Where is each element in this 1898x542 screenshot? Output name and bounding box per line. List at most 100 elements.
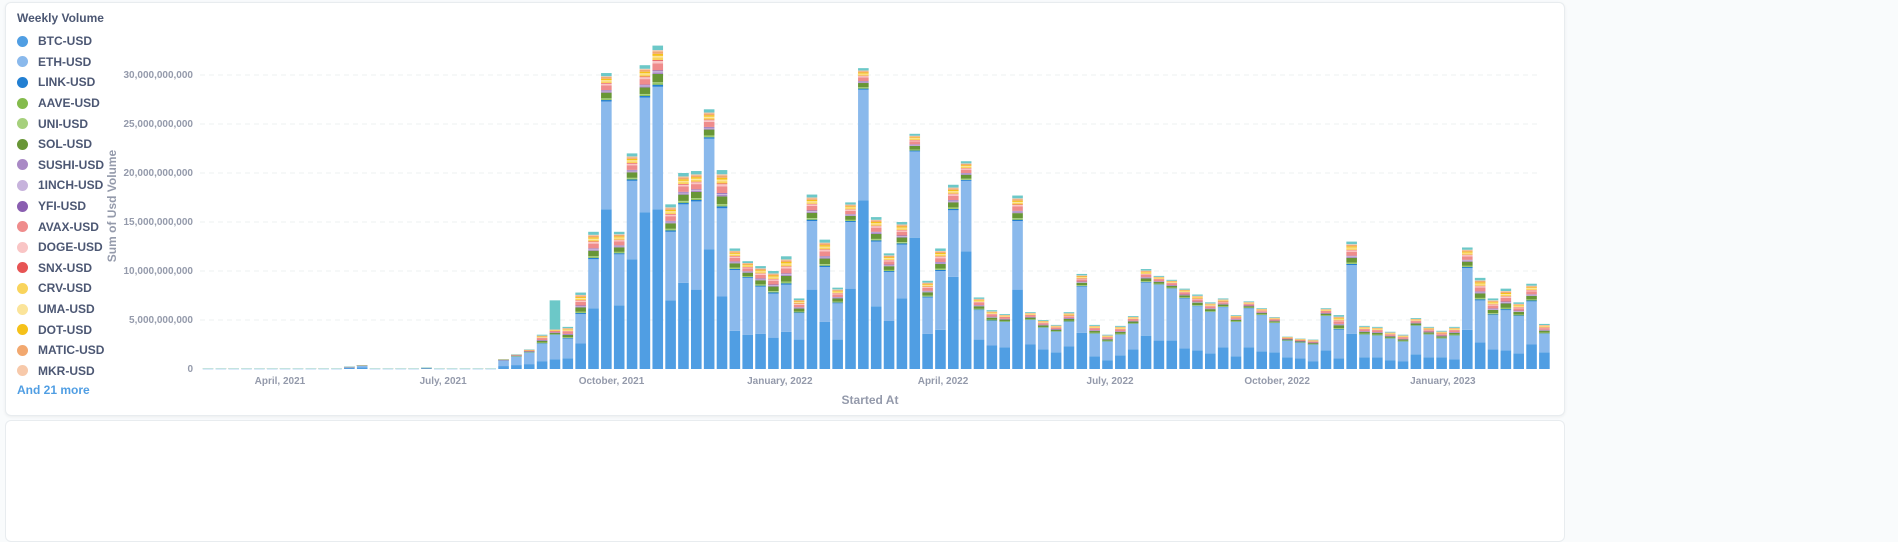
bar-segment-eth xyxy=(627,181,638,259)
bar-segment-sol-usd xyxy=(1269,321,1280,322)
bar-segment-other xyxy=(1089,325,1100,326)
bar-segment-other xyxy=(1423,327,1434,328)
bar-segment-sol-usd xyxy=(858,83,869,87)
bar-segment-sol-usd xyxy=(1501,304,1512,308)
bar-segment-doge-usd xyxy=(871,226,882,227)
bar-segment-aave-usd xyxy=(858,88,869,89)
bar-segment-crv-usd xyxy=(1526,289,1537,290)
bar-segment-sushi-usd xyxy=(730,262,741,263)
bar-segment-dot-usd xyxy=(588,237,599,238)
bar-segment-btc xyxy=(1526,345,1537,370)
bar-segment-dot-usd xyxy=(922,284,933,285)
bar-segment-crv-usd xyxy=(652,58,663,60)
bar-segment-doge-usd xyxy=(909,140,920,141)
bar-segment-other xyxy=(1449,327,1460,328)
bar-segment-matic-usd xyxy=(1475,281,1486,282)
bar-segment-link-usd xyxy=(575,313,586,314)
bar-segment-avax-usd xyxy=(755,275,766,278)
bar-segment-link-usd xyxy=(935,270,946,271)
bar-segment-yfi-usd xyxy=(781,273,792,274)
bar-segment-avax-usd xyxy=(717,186,728,192)
bar-segment-sol-usd xyxy=(730,263,741,267)
bar-segment-link-usd xyxy=(1475,299,1486,300)
bar-segment-other xyxy=(1411,318,1422,319)
bar-segment-avax-usd xyxy=(1102,338,1113,339)
bar-segment-dot-usd xyxy=(935,253,946,254)
bar-segment-eth xyxy=(1501,310,1512,350)
bar-segment-sol-usd xyxy=(755,280,766,284)
bar-segment-1inch-usd xyxy=(858,82,869,83)
bar-segment-btc xyxy=(1411,354,1422,369)
bar-segment-aave-usd xyxy=(640,95,651,96)
bar-segment-other xyxy=(858,68,869,70)
bar-segment-sushi-usd xyxy=(614,246,625,247)
bar-segment-btc xyxy=(601,209,612,369)
bar-segment-btc xyxy=(1192,350,1203,369)
bar-segment-1inch-usd xyxy=(730,262,741,263)
bar-segment-uma-usd xyxy=(730,254,741,255)
bar-segment-aave-usd xyxy=(652,83,663,84)
bar-segment-eth xyxy=(1295,343,1306,359)
bar-segment-matic-usd xyxy=(845,205,856,206)
bar-segment-1inch-usd xyxy=(640,85,651,86)
bar-segment-eth xyxy=(1244,308,1255,347)
bar-segment-doge-usd xyxy=(601,84,612,86)
bar-segment-btc xyxy=(498,366,509,369)
bar-segment-aave-usd xyxy=(614,253,625,254)
bar-segment-avax-usd xyxy=(1436,334,1447,335)
bar-segment-1inch-usd xyxy=(871,232,882,233)
bar-segment-eth xyxy=(1488,315,1499,349)
bar-segment-sushi-usd xyxy=(871,233,882,234)
bar-segment-link-usd xyxy=(884,271,895,272)
bar-segment-sol-usd xyxy=(1321,314,1332,316)
bar-segment-avax-usd xyxy=(1372,331,1383,332)
bar-segment-eth xyxy=(601,101,612,209)
bar-segment-eth xyxy=(1205,312,1216,353)
x-axis-label: Started At xyxy=(842,393,899,407)
bar-segment-uni-usd xyxy=(807,218,818,219)
bar-segment-sushi-usd xyxy=(575,307,586,308)
bar-segment-other xyxy=(1372,327,1383,328)
bar-segment-matic-usd xyxy=(1488,301,1499,302)
bar-segment-uni-usd xyxy=(884,270,895,271)
bar-segment-sol-usd xyxy=(1385,336,1396,337)
bar-segment-aave-usd xyxy=(781,282,792,283)
bar-segment-uni-usd xyxy=(781,282,792,283)
bar-segment-btc xyxy=(1488,349,1499,369)
bar-segment-btc xyxy=(344,368,355,369)
bar-segment-snx-usd xyxy=(781,266,792,267)
bar-segment-mkr-usd xyxy=(871,220,882,221)
bar-segment-doge-usd xyxy=(794,304,805,305)
bar-segment-doge-usd xyxy=(575,301,586,302)
bar-segment-btc xyxy=(614,305,625,369)
bar-segment-matic-usd xyxy=(665,208,676,210)
bar-segment-matic-usd xyxy=(832,290,843,291)
bar-segment-crv-usd xyxy=(807,202,818,204)
bar-segment-sushi-usd xyxy=(665,222,676,223)
bar-segment-sushi-usd xyxy=(807,212,818,213)
bar-segment-crv-usd xyxy=(794,303,805,304)
bar-segment-sol-usd xyxy=(678,195,689,201)
bar-segment-other xyxy=(1359,326,1370,327)
bar-segment-eth xyxy=(678,204,689,282)
bar-segment-avax-usd xyxy=(1475,288,1486,292)
bar-segment-avax-usd xyxy=(1154,280,1165,281)
bar-segment-uma-usd xyxy=(1488,303,1499,304)
bar-segment-sushi-usd xyxy=(640,86,651,87)
bar-segment-btc xyxy=(1025,345,1036,370)
bar-segment-btc xyxy=(717,296,728,369)
bar-segment-avax-usd xyxy=(601,85,612,90)
bar-segment-other xyxy=(601,73,612,76)
bar-segment-sol-usd xyxy=(897,238,908,243)
bar-segment-sushi-usd xyxy=(627,171,638,172)
bar-segment-dot-usd xyxy=(832,291,843,292)
bar-segment-uni-usd xyxy=(961,179,972,180)
bar-segment-btc xyxy=(1128,349,1139,369)
bar-segment-other xyxy=(704,109,715,112)
bar-segment-sol-usd xyxy=(1526,296,1537,300)
bar-segment-dot-usd xyxy=(614,236,625,237)
bar-segment-dot-usd xyxy=(858,72,869,73)
bar-segment-sol-usd xyxy=(550,333,561,334)
bar-segment-uma-usd xyxy=(1501,294,1512,295)
bar-segment-btc xyxy=(794,340,805,369)
